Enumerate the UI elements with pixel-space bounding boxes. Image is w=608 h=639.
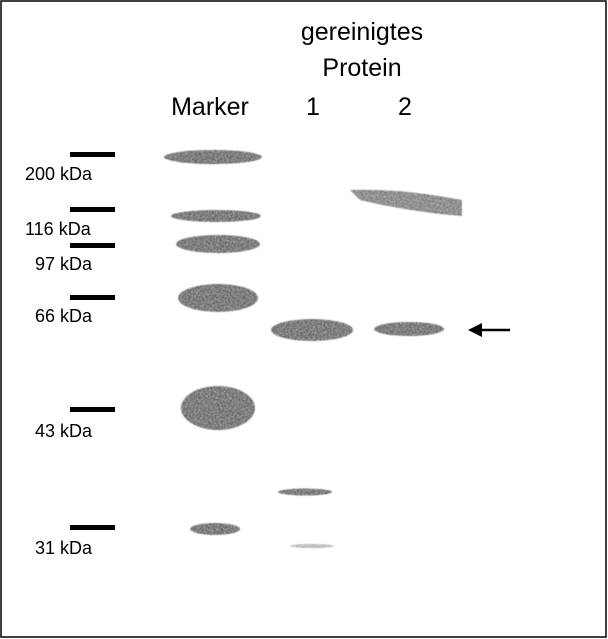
page: gereinigtes Protein Marker 1 2 200 kDa 1… — [0, 0, 608, 639]
band — [374, 322, 444, 336]
lane-label: 1 — [306, 93, 320, 121]
marker-label: 97 kDa — [35, 254, 93, 274]
marker-label: 200 kDa — [25, 164, 93, 184]
marker-label: 66 kDa — [35, 306, 93, 326]
lane-label: Marker — [171, 93, 249, 121]
marker-tick — [70, 243, 115, 248]
marker-tick — [70, 207, 115, 212]
marker-label: 31 kDa — [35, 538, 93, 558]
band — [164, 150, 262, 164]
marker-tick — [70, 152, 115, 157]
band — [181, 386, 255, 430]
header-line: gereinigtes — [301, 18, 423, 46]
header-line: Protein — [322, 54, 401, 82]
gel-figure: gereinigtes Protein Marker 1 2 200 kDa 1… — [0, 0, 608, 639]
marker-tick — [70, 295, 115, 300]
band — [271, 319, 353, 341]
marker-tick — [70, 525, 115, 530]
lane-label: 2 — [398, 93, 412, 121]
band — [171, 210, 261, 222]
band — [178, 284, 258, 312]
marker-label: 43 kDa — [35, 421, 93, 441]
band — [290, 544, 334, 548]
band — [176, 235, 260, 253]
marker-label: 116 kDa — [25, 219, 92, 239]
band — [278, 489, 332, 496]
marker-tick — [70, 407, 115, 412]
band — [190, 523, 240, 535]
